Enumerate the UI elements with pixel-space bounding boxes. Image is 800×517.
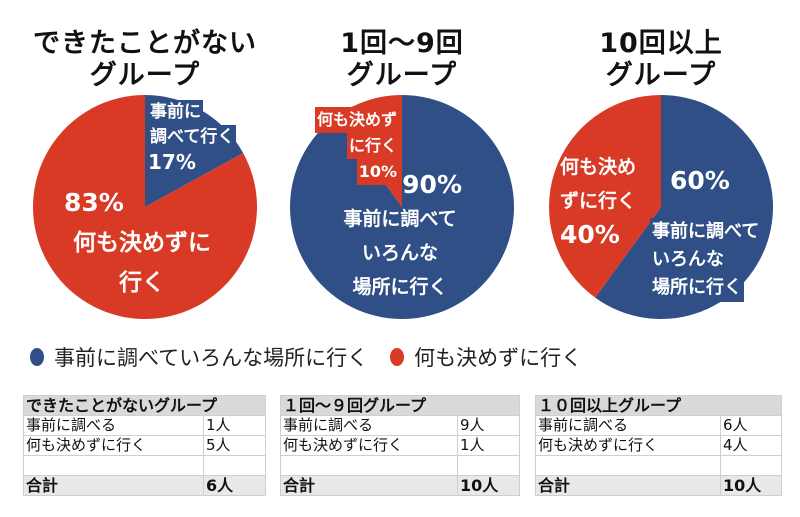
chart-title-line: できたことがない	[33, 28, 257, 59]
pie-chart-10plus	[549, 95, 773, 320]
table-total-value: 10人	[720, 475, 782, 496]
slice-label-value-planned: 60%	[670, 166, 730, 195]
slice-label-line: 何も決めず	[314, 107, 399, 133]
slice-label-line: 事前に	[148, 100, 203, 125]
slice-label-line: 行く	[119, 270, 165, 296]
slice-label-line: いろんな	[650, 246, 726, 274]
table-total-label: 合計	[535, 475, 721, 496]
slice-label-line: 場所に行く	[650, 274, 744, 302]
table-row-total: 合計 10人	[280, 475, 520, 496]
slice-label-line: ずに行く	[560, 190, 637, 212]
chart-title-line: 1回〜9回	[340, 28, 464, 59]
slice-label-line: 事前に調べて	[650, 218, 762, 246]
slice-label-line: に行く	[346, 133, 399, 159]
slice-label-value: 83%	[64, 188, 124, 217]
table-cell-value: 4人	[720, 435, 782, 456]
chart-title-never: できたことがない グループ	[15, 28, 275, 92]
table-row: 事前に調べる 6人	[535, 415, 782, 436]
table-row-empty	[535, 455, 782, 476]
slice-label-line: 何も決め	[560, 156, 637, 178]
legend-label: 事前に調べていろんな場所に行く	[54, 346, 369, 370]
table-cell-label: 何も決めずに行く	[535, 435, 721, 456]
pie-slice-planned	[289, 95, 514, 320]
slice-label-line: 事前に調べて	[343, 208, 457, 230]
table-total-label: 合計	[23, 475, 204, 496]
table-title: １０回以上グループ	[535, 395, 782, 416]
table-cell-label: 事前に調べる	[280, 415, 458, 436]
pie-slice-unplanned	[33, 95, 258, 319]
table-cell-value: 1人	[203, 415, 266, 436]
table-total-value: 6人	[203, 475, 266, 496]
slice-label-line: いろんな	[361, 242, 438, 264]
table-cell-label: 事前に調べる	[535, 415, 721, 436]
slice-label-value: 40%	[560, 220, 620, 249]
legend-marker-icon	[390, 348, 405, 366]
table-10plus: １０回以上グループ 事前に調べる 6人 何も決めずに行く 4人 合計 10人	[535, 395, 782, 496]
slice-label-planned: 90% 事前に調べて いろんな 場所に行く	[330, 168, 470, 304]
slice-label-value: 17%	[148, 150, 196, 174]
table-total-label: 合計	[280, 475, 458, 496]
table-row: 何も決めずに行く 1人	[280, 435, 520, 456]
legend-item-unplanned: 何も決めずに行く	[390, 342, 582, 372]
table-cell-value: 5人	[203, 435, 266, 456]
slice-label-value: 10%	[356, 159, 399, 185]
legend-label: 何も決めずに行く	[414, 346, 583, 370]
chart-title-line: グループ	[605, 60, 717, 91]
table-cell-label: 何も決めずに行く	[280, 435, 458, 456]
legend: 事前に調べていろんな場所に行く 何も決めずに行く	[30, 342, 604, 372]
table-row-empty	[280, 455, 520, 476]
pie-slice-planned	[595, 95, 773, 320]
slice-label-planned: 事前に調べて いろんな 場所に行く	[650, 218, 762, 302]
legend-marker-icon	[30, 348, 44, 366]
pie-slice-unplanned	[549, 95, 661, 298]
slice-label-line: 場所に行く	[352, 276, 448, 298]
table-row: 事前に調べる 1人	[23, 415, 266, 436]
slice-label-planned: 事前に 調べて行く 17%	[148, 100, 237, 177]
table-never: できたことがないグループ 事前に調べる 1人 何も決めずに行く 5人 合計 6人	[23, 395, 266, 496]
table-total-value: 10人	[457, 475, 520, 496]
chart-title-1to9: 1回〜9回 グループ	[272, 28, 532, 92]
table-row-total: 合計 10人	[535, 475, 782, 496]
table-row-empty	[23, 455, 266, 476]
chart-title-line: 10回以上	[599, 28, 723, 59]
table-cell-value: 9人	[457, 415, 520, 436]
table-row-total: 合計 6人	[23, 475, 266, 496]
chart-title-line: グループ	[89, 60, 201, 91]
chart-title-line: グループ	[346, 60, 458, 91]
slice-label-line: 何も決めずに	[73, 230, 211, 256]
table-row: 何も決めずに行く 5人	[23, 435, 266, 456]
slice-label-unplanned: 何も決めず に行く 10%	[303, 107, 399, 185]
table-cell-label: 事前に調べる	[23, 415, 204, 436]
table-title: できたことがないグループ	[23, 395, 266, 416]
slice-label-line: 調べて行く	[148, 125, 237, 150]
table-cell-value: 1人	[457, 435, 520, 456]
table-title: １回〜９回グループ	[280, 395, 520, 416]
table-row: 事前に調べる 9人	[280, 415, 520, 436]
slice-label-unplanned: 何も決め ずに行く 40%	[560, 150, 636, 252]
table-1to9: １回〜９回グループ 事前に調べる 9人 何も決めずに行く 1人 合計 10人	[280, 395, 520, 496]
slice-label-value: 90%	[402, 170, 462, 199]
chart-title-10plus: 10回以上 グループ	[531, 28, 791, 92]
legend-item-planned: 事前に調べていろんな場所に行く	[30, 342, 368, 372]
table-cell-value: 6人	[720, 415, 782, 436]
table-cell-label: 何も決めずに行く	[23, 435, 204, 456]
table-row: 何も決めずに行く 4人	[535, 435, 782, 456]
slice-label-unplanned: 83% 何も決めずに 行く	[42, 183, 242, 303]
